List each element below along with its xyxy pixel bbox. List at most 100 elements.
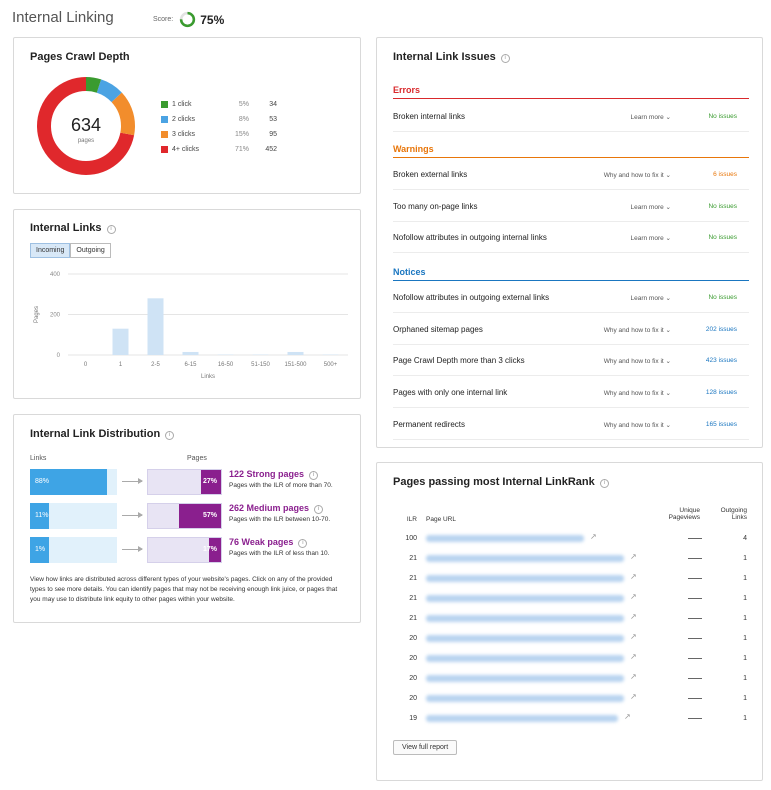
distribution-type-subtitle: Pages with the ILR between 10-70. bbox=[229, 516, 331, 523]
legend-row[interactable]: 1 click 5% 34 bbox=[161, 100, 281, 115]
view-full-report-button[interactable]: View full report bbox=[393, 740, 458, 755]
chevron-down-icon: ⌄ bbox=[663, 172, 671, 179]
legend-swatch bbox=[161, 116, 168, 123]
pages-share-fill bbox=[201, 470, 221, 494]
issue-status[interactable]: 165 issues bbox=[705, 420, 737, 428]
issue-help-toggle[interactable]: Learn more ⌄ bbox=[630, 234, 671, 242]
internal-links-title: Internal Links i bbox=[30, 222, 116, 234]
external-link-icon[interactable]: ↗ bbox=[630, 632, 637, 641]
score-value: 75% bbox=[200, 12, 225, 27]
issue-help-toggle[interactable]: Learn more ⌄ bbox=[630, 113, 671, 121]
bar[interactable] bbox=[112, 328, 129, 355]
page-url-link[interactable] bbox=[426, 715, 618, 722]
bar[interactable] bbox=[182, 351, 199, 355]
distribution-row[interactable]: 88% 27% 122 Strong pages i Pages with the IL… bbox=[30, 469, 350, 495]
legend-row[interactable]: 4+ clicks 71% 452 bbox=[161, 145, 281, 160]
legend-percent: 8% bbox=[238, 116, 249, 123]
info-icon[interactable]: i bbox=[165, 431, 175, 440]
table-row: 20 ↗ 1 bbox=[393, 649, 749, 669]
tab-outgoing[interactable]: Outgoing bbox=[70, 243, 111, 258]
info-icon[interactable]: i bbox=[314, 505, 324, 514]
donut-slice[interactable] bbox=[37, 77, 135, 175]
distribution-type-title[interactable]: 76 Weak pages i bbox=[229, 537, 329, 548]
external-link-icon[interactable]: ↗ bbox=[630, 672, 637, 681]
y-tick-label: 0 bbox=[57, 353, 61, 359]
page-url-link[interactable] bbox=[426, 595, 624, 602]
issue-help-toggle[interactable]: Why and how to fix it ⌄ bbox=[604, 421, 671, 429]
legend-row[interactable]: 3 clicks 15% 95 bbox=[161, 130, 281, 145]
page-url-link[interactable] bbox=[426, 675, 624, 682]
issue-row[interactable]: Too many on-page links Learn more ⌄ No iss… bbox=[393, 191, 749, 222]
external-link-icon[interactable]: ↗ bbox=[630, 692, 637, 701]
page-url-link[interactable] bbox=[426, 655, 624, 662]
info-icon[interactable]: i bbox=[309, 471, 319, 480]
distribution-type-title[interactable]: 262 Medium pages i bbox=[229, 503, 330, 514]
external-link-icon[interactable]: ↗ bbox=[630, 652, 637, 661]
bar[interactable] bbox=[147, 298, 164, 355]
links-share-bar: 88% bbox=[30, 469, 117, 495]
distribution-row[interactable]: 1% 17% 76 Weak pages i Pages with the ILR of… bbox=[30, 537, 350, 563]
distribution-card: Internal Link Distribution i Links Pages … bbox=[13, 414, 361, 623]
distribution-type-title[interactable]: 122 Strong pages i bbox=[229, 469, 333, 480]
distribution-row[interactable]: 11% 57% 262 Medium pages i Pages with the IL… bbox=[30, 503, 350, 529]
issue-row[interactable]: Page Crawl Depth more than 3 clicks Why a… bbox=[393, 345, 749, 377]
outgoing-links-value: 1 bbox=[743, 595, 747, 602]
issue-row[interactable]: Nofollow attributes in outgoing internal… bbox=[393, 222, 749, 254]
chevron-down-icon: ⌄ bbox=[663, 390, 671, 398]
info-icon[interactable]: i bbox=[500, 54, 510, 63]
page-url-link[interactable] bbox=[426, 575, 624, 582]
info-icon[interactable]: i bbox=[599, 479, 609, 488]
crawl-depth-donut[interactable]: 634 pages bbox=[36, 76, 136, 176]
issue-row[interactable]: Nofollow attributes in outgoing external… bbox=[393, 282, 749, 313]
external-link-icon[interactable]: ↗ bbox=[630, 612, 637, 621]
issue-help-toggle[interactable]: Learn more ⌄ bbox=[630, 294, 671, 302]
table-row: 19 ↗ 1 bbox=[393, 709, 749, 729]
errors-heading: Errors bbox=[393, 85, 749, 99]
external-link-icon[interactable]: ↗ bbox=[624, 712, 631, 721]
issue-help-toggle[interactable]: Why and how to fix it ⌄ bbox=[604, 171, 671, 179]
pageviews-empty-dash bbox=[688, 558, 702, 559]
issue-status[interactable]: 423 issues bbox=[705, 357, 737, 365]
issue-status[interactable]: 202 issues bbox=[705, 325, 737, 333]
linkrank-title: Pages passing most Internal LinkRank i bbox=[393, 476, 609, 488]
bar[interactable] bbox=[287, 351, 304, 355]
external-link-icon[interactable]: ↗ bbox=[630, 572, 637, 581]
issue-status: No issues bbox=[708, 294, 737, 301]
col-outgoing-links[interactable]: Outgoing Links bbox=[720, 507, 747, 521]
issue-row[interactable]: Orphaned sitemap pages Why and how to fix… bbox=[393, 314, 749, 345]
external-link-icon[interactable]: ↗ bbox=[630, 552, 637, 561]
external-link-icon[interactable]: ↗ bbox=[630, 592, 637, 601]
donut-slice[interactable] bbox=[37, 77, 135, 175]
issue-help-toggle[interactable]: Why and how to fix it ⌄ bbox=[604, 326, 671, 334]
arrow-right-icon bbox=[122, 546, 143, 552]
issue-row[interactable]: Pages with only one internal link Why and… bbox=[393, 377, 749, 409]
issue-status[interactable]: 128 issues bbox=[705, 389, 737, 397]
issue-status[interactable]: 6 issues bbox=[713, 171, 737, 178]
issue-row[interactable]: Broken internal links Learn more ⌄ No issu… bbox=[393, 101, 749, 132]
col-unique-pageviews[interactable]: Unique Pageviews bbox=[668, 507, 700, 521]
page-url-link[interactable] bbox=[426, 555, 624, 562]
page-url-link[interactable] bbox=[426, 615, 624, 622]
table-row: 100 ↗ 4 bbox=[393, 529, 749, 549]
chevron-down-icon: ⌄ bbox=[663, 235, 671, 243]
page-url-link[interactable] bbox=[426, 635, 624, 642]
col-ilr[interactable]: ILR bbox=[406, 516, 417, 523]
issue-help-toggle[interactable]: Learn more ⌄ bbox=[630, 203, 671, 211]
issue-row[interactable]: Broken external links Why and how to fix … bbox=[393, 159, 749, 190]
legend-count: 95 bbox=[269, 131, 277, 138]
col-page-url[interactable]: Page URL bbox=[426, 516, 456, 523]
tab-incoming[interactable]: Incoming bbox=[30, 243, 71, 258]
table-row: 21 ↗ 1 bbox=[393, 569, 749, 589]
page-url-link[interactable] bbox=[426, 695, 624, 702]
crawl-depth-title: Pages Crawl Depth bbox=[30, 51, 130, 63]
issue-name: Page Crawl Depth more than 3 clicks bbox=[393, 356, 525, 366]
info-icon[interactable]: i bbox=[106, 225, 116, 234]
legend-row[interactable]: 2 clicks 8% 53 bbox=[161, 115, 281, 130]
issue-help-toggle[interactable]: Why and how to fix it ⌄ bbox=[604, 357, 671, 365]
info-icon[interactable]: i bbox=[298, 539, 308, 548]
issue-help-toggle[interactable]: Why and how to fix it ⌄ bbox=[604, 389, 671, 397]
issue-help-label: Learn more bbox=[630, 235, 664, 243]
page-url-link[interactable] bbox=[426, 535, 584, 542]
external-link-icon[interactable]: ↗ bbox=[590, 532, 597, 541]
issue-row[interactable]: Permanent redirects Why and how to fix it… bbox=[393, 409, 749, 440]
